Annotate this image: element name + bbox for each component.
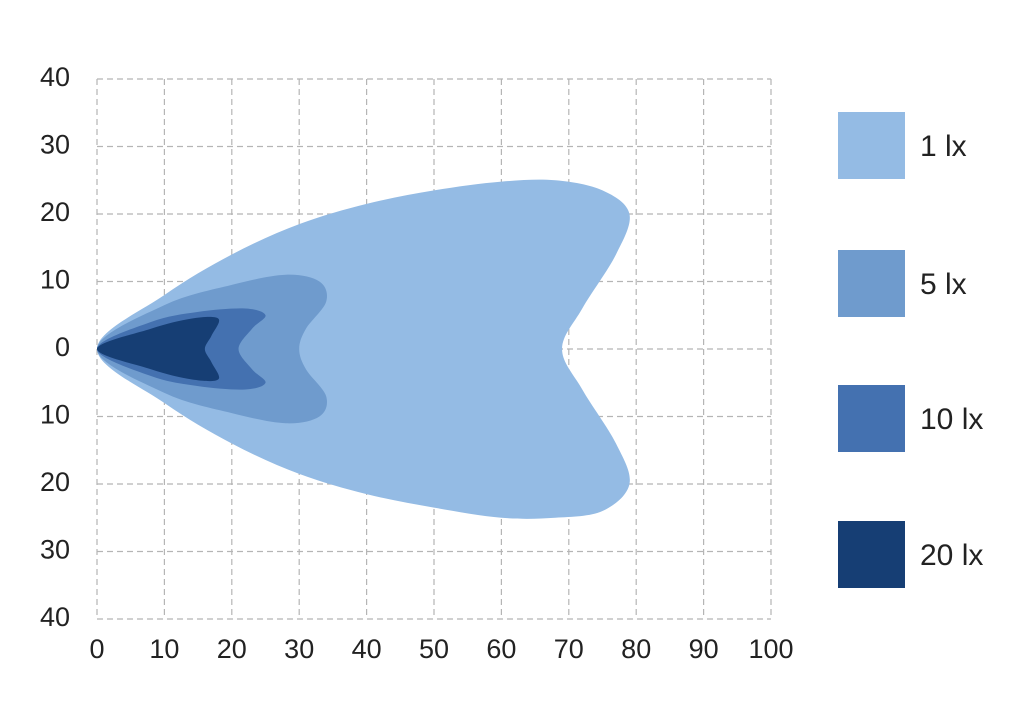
legend-label: 10 lx — [920, 403, 983, 436]
legend-swatch — [838, 250, 905, 317]
x-tick-label: 90 — [689, 634, 719, 664]
y-tick-label: 40 — [40, 62, 70, 92]
x-tick-label: 30 — [284, 634, 314, 664]
legend-swatch — [838, 385, 905, 452]
legend-label: 20 lx — [920, 539, 983, 572]
legend-swatch — [838, 521, 905, 588]
legend-label: 5 lx — [920, 268, 967, 301]
y-tick-label: 40 — [40, 602, 70, 632]
x-tick-label: 80 — [621, 634, 651, 664]
isolux-area — [97, 316, 220, 382]
x-tick-label: 70 — [554, 634, 584, 664]
x-tick-label: 50 — [419, 634, 449, 664]
x-tick-label: 60 — [486, 634, 516, 664]
x-tick-label: 100 — [748, 634, 793, 664]
y-tick-label: 20 — [40, 197, 70, 227]
y-tick-label: 20 — [40, 467, 70, 497]
y-tick-label: 30 — [40, 130, 70, 160]
x-tick-label: 10 — [149, 634, 179, 664]
y-tick-label: 0 — [55, 332, 70, 362]
legend-label: 1 lx — [920, 130, 967, 163]
x-tick-label: 40 — [352, 634, 382, 664]
y-tick-label: 10 — [40, 400, 70, 430]
y-tick-label: 30 — [40, 535, 70, 565]
isolux-area — [97, 179, 630, 519]
legend-swatch — [838, 112, 905, 179]
x-tick-label: 20 — [217, 634, 247, 664]
x-tick-label: 0 — [89, 634, 104, 664]
y-tick-label: 10 — [40, 265, 70, 295]
